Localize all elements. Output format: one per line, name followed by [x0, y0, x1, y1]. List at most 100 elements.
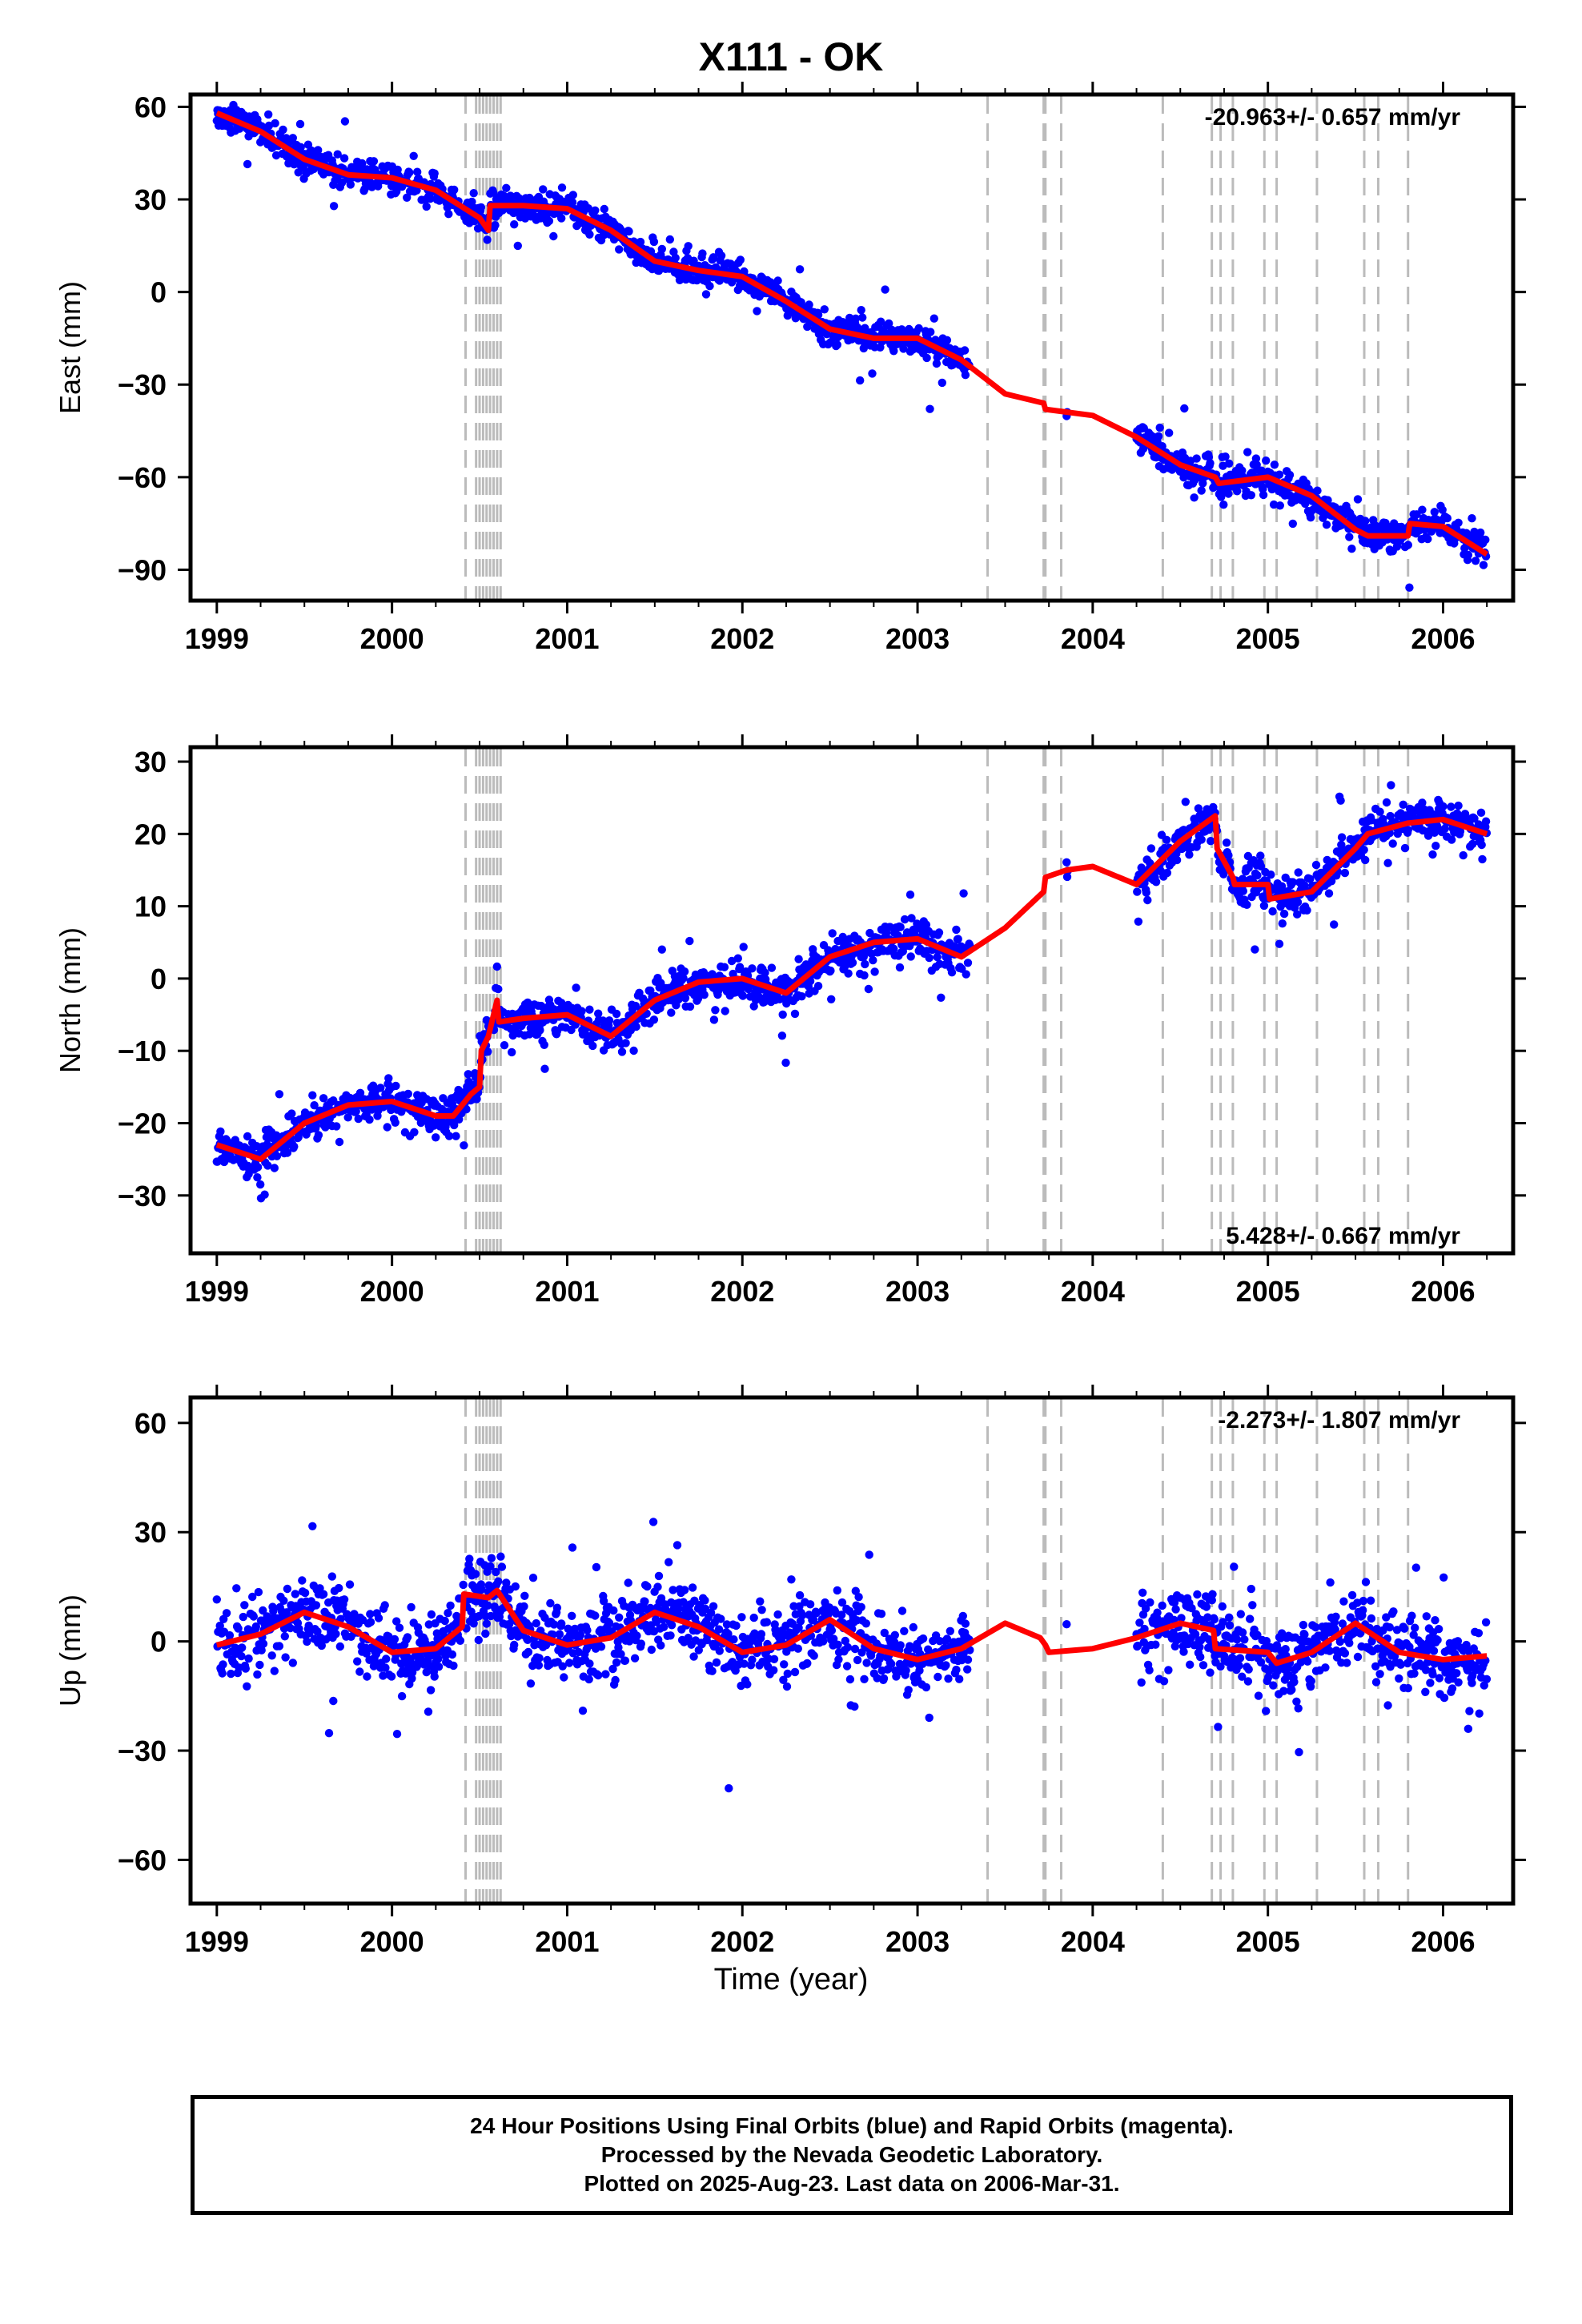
data-point	[824, 1610, 833, 1619]
data-point	[520, 1602, 528, 1611]
data-point	[1382, 1613, 1391, 1622]
plot-frame	[188, 745, 1516, 1256]
data-point	[1185, 850, 1194, 859]
data-point	[647, 1645, 656, 1655]
data-point	[382, 1655, 391, 1663]
data-point	[938, 378, 947, 388]
data-point	[584, 1675, 593, 1684]
data-point	[1292, 1697, 1301, 1706]
data-point	[1142, 888, 1151, 897]
data-point	[1247, 1584, 1256, 1594]
data-point	[263, 1161, 272, 1170]
data-point	[1359, 1596, 1368, 1606]
data-point	[332, 1122, 341, 1131]
data-point	[955, 1675, 964, 1683]
x-tick-label: 2005	[1236, 622, 1300, 655]
data-point	[685, 936, 694, 946]
data-point	[1143, 895, 1152, 905]
data-point	[722, 1620, 732, 1629]
data-point	[596, 1642, 606, 1651]
data-point	[239, 1612, 247, 1622]
data-point	[1203, 1613, 1212, 1622]
data-point	[333, 150, 342, 159]
data-point	[1256, 851, 1265, 860]
data-point	[468, 197, 476, 207]
data-point	[1262, 1707, 1271, 1715]
data-point	[1294, 868, 1303, 877]
data-point	[649, 1015, 659, 1024]
data-point	[472, 1095, 481, 1104]
data-point	[502, 183, 511, 192]
data-point	[1165, 428, 1174, 437]
data-point	[1172, 855, 1182, 865]
y-tick-label: 0	[151, 276, 167, 309]
data-point	[511, 1582, 520, 1591]
data-point	[1470, 814, 1479, 823]
data-point	[961, 1619, 970, 1628]
data-point	[653, 1582, 662, 1591]
data-point	[833, 1586, 842, 1595]
data-point	[591, 206, 600, 215]
data-point	[234, 1624, 243, 1633]
data-point	[1279, 909, 1289, 919]
data-point	[921, 1683, 931, 1692]
data-point	[649, 237, 659, 247]
data-point	[1133, 1641, 1142, 1651]
data-point	[255, 1660, 264, 1670]
data-point	[1288, 878, 1298, 887]
data-point	[1303, 1657, 1312, 1666]
data-point	[1194, 804, 1203, 813]
data-point	[680, 1586, 689, 1594]
y-tick-label: −60	[118, 461, 167, 494]
data-point	[489, 188, 498, 197]
data-point	[833, 340, 842, 349]
data-point	[259, 1606, 267, 1615]
data-point	[1411, 1623, 1419, 1632]
data-point	[1409, 1630, 1418, 1639]
x-tick-label: 1999	[185, 622, 249, 655]
data-point	[1313, 486, 1322, 495]
data-point	[1459, 850, 1468, 860]
data-point	[405, 168, 414, 177]
data-point	[288, 134, 297, 143]
data-point	[549, 1620, 559, 1629]
data-point	[757, 1630, 766, 1638]
data-point	[384, 1074, 393, 1083]
data-point	[300, 1588, 310, 1598]
data-point	[1190, 493, 1199, 502]
x-tick-label: 2000	[360, 622, 424, 655]
data-point	[1311, 1622, 1320, 1632]
data-point	[844, 969, 853, 978]
data-point	[1155, 423, 1164, 432]
data-point	[848, 958, 857, 967]
data-point	[395, 1623, 404, 1632]
data-point	[864, 984, 873, 994]
data-point	[1454, 518, 1463, 527]
data-point	[609, 1606, 618, 1615]
data-point	[961, 371, 970, 380]
data-point	[540, 1064, 549, 1073]
data-point	[1412, 510, 1421, 519]
data-point	[1387, 781, 1395, 790]
data-point	[1248, 1601, 1257, 1610]
data-point	[659, 1622, 669, 1631]
data-point	[667, 1621, 677, 1630]
model-line	[215, 110, 1489, 557]
x-tick-label: 2002	[710, 1275, 774, 1308]
data-point	[494, 984, 503, 994]
data-point	[585, 1005, 594, 1014]
data-point	[684, 1634, 693, 1642]
data-point	[1439, 1693, 1449, 1703]
data-point	[1206, 459, 1215, 468]
data-point	[1468, 514, 1476, 523]
data-point	[465, 1554, 474, 1563]
data-point	[631, 1001, 640, 1011]
data-point	[350, 1610, 359, 1618]
data-point	[709, 253, 718, 262]
data-point	[1403, 826, 1413, 834]
data-point	[1460, 810, 1470, 818]
data-point	[1158, 1601, 1166, 1610]
data-point	[709, 1602, 718, 1611]
data-point	[1272, 1641, 1282, 1650]
data-point	[783, 311, 792, 320]
